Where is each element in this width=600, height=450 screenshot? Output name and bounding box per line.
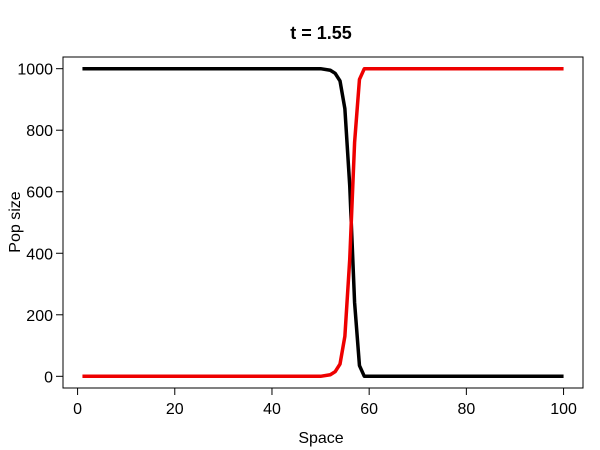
x-tick-label: 80 (457, 401, 475, 418)
x-axis-label: Space (298, 430, 343, 447)
y-tick-label: 400 (26, 246, 53, 263)
y-tick-label: 800 (26, 123, 53, 140)
x-tick-label: 20 (166, 401, 184, 418)
x-tick-label: 0 (73, 401, 82, 418)
y-tick-label: 200 (26, 308, 53, 325)
y-tick-label: 1000 (17, 62, 53, 79)
x-tick-label: 100 (550, 401, 577, 418)
plot-frame (62, 56, 584, 389)
y-axis-label: Pop size (7, 191, 24, 252)
series-line-black (82, 66, 564, 379)
series-lines (82, 66, 564, 379)
series-line-red (82, 66, 564, 379)
x-tick-label: 40 (263, 401, 281, 418)
x-axis: 0 20 40 60 80 100 (73, 388, 577, 418)
x-tick-label: 60 (360, 401, 378, 418)
chart-title: t = 1.55 (290, 23, 352, 43)
y-tick-label: 600 (26, 185, 53, 202)
y-axis: 0 200 400 600 800 1000 (17, 62, 63, 386)
y-tick-label: 0 (44, 369, 53, 386)
